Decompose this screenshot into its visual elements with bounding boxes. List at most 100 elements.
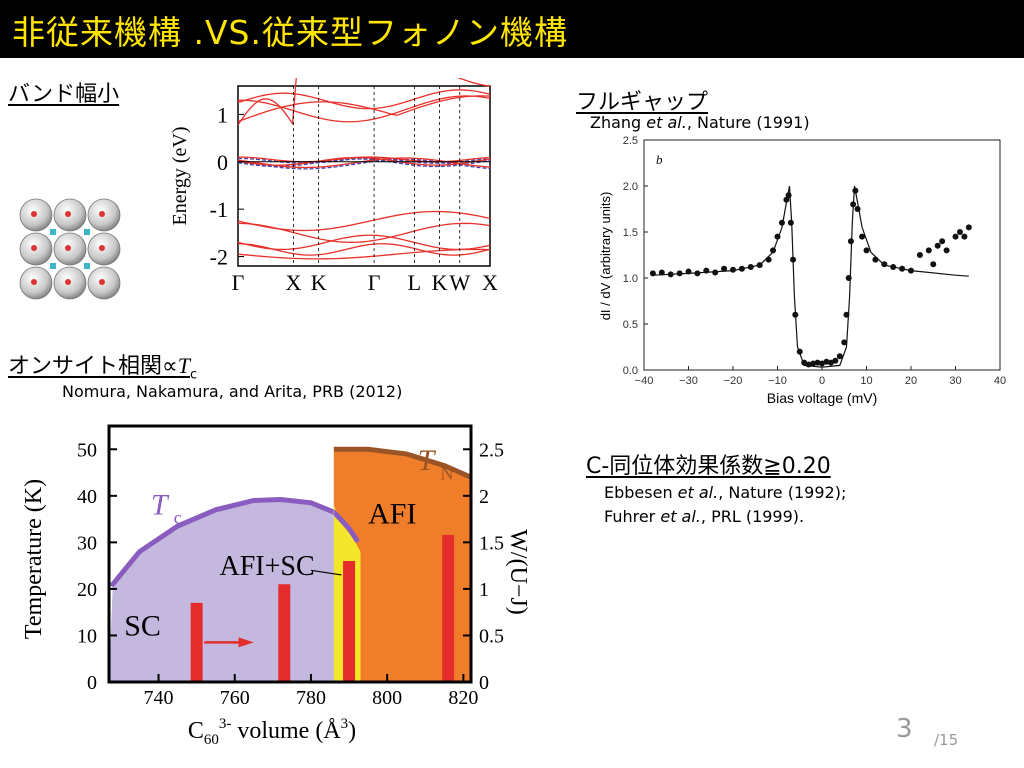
tunnel-data-point <box>774 233 781 240</box>
tunnel-data-point <box>694 270 701 277</box>
heading-onsite-sub: c <box>189 367 198 383</box>
tunnel-data-point <box>703 267 710 274</box>
interstitial-ion <box>50 263 56 269</box>
region-sc <box>109 499 357 682</box>
kpoint-label: X <box>285 270 301 295</box>
phase-rtick-label: 1.5 <box>479 532 504 554</box>
phase-rtick-label: 1 <box>479 579 489 601</box>
tunnel-data-point <box>890 263 897 270</box>
fullerene-dot <box>65 245 71 251</box>
lower-band <box>237 243 491 256</box>
phase-ytick-label: 40 <box>77 486 97 508</box>
interstitial-ion <box>84 229 90 235</box>
phase-ytick-label: 10 <box>77 625 97 647</box>
phase-ylabel-right: W/(U−J) <box>505 529 530 615</box>
tunnel-data-point <box>796 348 803 355</box>
tunnel-xtick-label: 0 <box>819 375 825 387</box>
phase-rtick-label: 2.5 <box>479 439 504 461</box>
tunnel-data-point <box>908 267 914 274</box>
tn-curve <box>333 446 471 480</box>
interstitial-ion <box>84 263 90 269</box>
fullerene-dot <box>99 245 105 251</box>
tunnel-xtick-label: −10 <box>768 375 787 387</box>
tunnel-data-point <box>859 233 866 240</box>
tunnel-data-point <box>836 353 843 360</box>
kpoint-label: Γ <box>232 270 245 295</box>
kpoint-label: L <box>408 270 421 295</box>
tunnel-data-point <box>810 360 817 367</box>
tunnel-data-point <box>934 242 941 249</box>
band-ylabel: Energy (eV) <box>169 126 191 225</box>
tunnel-data-point <box>872 256 879 263</box>
fullerene-crystal-image <box>19 198 121 300</box>
tunnel-data-point <box>823 358 830 365</box>
tunnel-data-point <box>712 269 719 276</box>
tunnel-data-point <box>658 269 665 276</box>
bandwidth-bar <box>190 602 203 682</box>
tunnel-data-point <box>667 271 674 278</box>
tunnel-xtick-label: 40 <box>994 375 1006 387</box>
tn-label: T <box>418 444 437 477</box>
ref-isotope-1: Ebbesen et al., Nature (1992); <box>604 483 846 502</box>
tunnel-xtick-label: −20 <box>724 375 743 387</box>
phase-ytick-label: 50 <box>77 439 97 461</box>
tunnel-data-point <box>792 311 799 318</box>
ref-iso2-rest: , PRL (1999). <box>700 507 805 526</box>
ref-isotope-2: Fuhrer et al., PRL (1999). <box>604 507 804 526</box>
heading-onsite-correlation: オンサイト相関∝Tc <box>8 348 197 382</box>
phase-ytick-label: 20 <box>77 579 97 601</box>
tc-label: T <box>151 488 170 521</box>
ref-gap-etal: et al. <box>646 113 687 132</box>
tunnel-data-point <box>965 224 972 231</box>
page-number: 3 <box>896 714 913 744</box>
tunnel-data-point <box>961 233 968 240</box>
upper-band <box>237 95 491 123</box>
tunnel-data-point <box>881 261 888 268</box>
phase-xtick-label: 780 <box>296 687 326 709</box>
tunnel-xtick-label: 30 <box>949 375 961 387</box>
tunnel-data-point <box>852 187 859 194</box>
tc-curve <box>110 496 360 587</box>
tunnel-ytick-label: 0.0 <box>623 365 638 377</box>
heading-full-gap: フルギャップ <box>576 90 709 115</box>
tunnel-data-point <box>756 262 763 269</box>
tunnel-data-point <box>785 192 792 199</box>
tunnel-data-point <box>805 361 812 368</box>
tunnel-data-point <box>845 275 852 281</box>
tunnel-xtick-label: 10 <box>860 375 872 387</box>
ref-iso1-author: Ebbesen <box>604 483 678 502</box>
tunnel-data-point <box>930 261 937 268</box>
tc-sub: c <box>174 508 182 528</box>
lower-band <box>237 222 491 243</box>
ref-iso1-etal: et al. <box>677 483 719 502</box>
tunnel-ytick-label: 1.0 <box>623 273 638 285</box>
tunnel-data-point <box>685 268 692 275</box>
fullerene-dot <box>99 211 105 217</box>
region-label-afi: AFI <box>368 498 416 531</box>
tunnel-data-point <box>730 266 736 273</box>
ref-iso1-rest: , Nature (1992); <box>718 483 847 502</box>
phase-ytick-label: 0 <box>87 672 97 694</box>
phase-rtick-label: 0.5 <box>479 625 504 647</box>
tunnel-data-point <box>778 219 785 226</box>
band-ytick-label: -2 <box>210 245 228 270</box>
tunnel-ylabel: dI / dV (arbitrary units) <box>598 192 613 321</box>
tunnel-data-point <box>899 265 906 272</box>
tunnel-data-point <box>747 263 754 270</box>
fullerene-dot <box>99 279 105 285</box>
lower-band <box>237 234 491 251</box>
tunnel-data-point <box>783 196 790 203</box>
tunnel-data-point <box>854 206 861 212</box>
heading-band-narrow: バンド幅小 <box>8 82 120 107</box>
tunnel-data-point <box>814 359 821 366</box>
bandwidth-bar <box>343 560 356 682</box>
tunnel-plot-frame <box>643 139 1001 371</box>
tunnel-xtick-label: −40 <box>635 375 654 387</box>
tunnel-data-point <box>765 256 772 263</box>
band-ytick-label: 1 <box>217 102 228 127</box>
tunnel-data-point <box>841 339 848 346</box>
tunnel-ytick-label: 2.0 <box>623 181 638 193</box>
tunnel-ytick-label: 2.5 <box>623 135 638 147</box>
kpoint-label: Γ <box>368 270 381 295</box>
